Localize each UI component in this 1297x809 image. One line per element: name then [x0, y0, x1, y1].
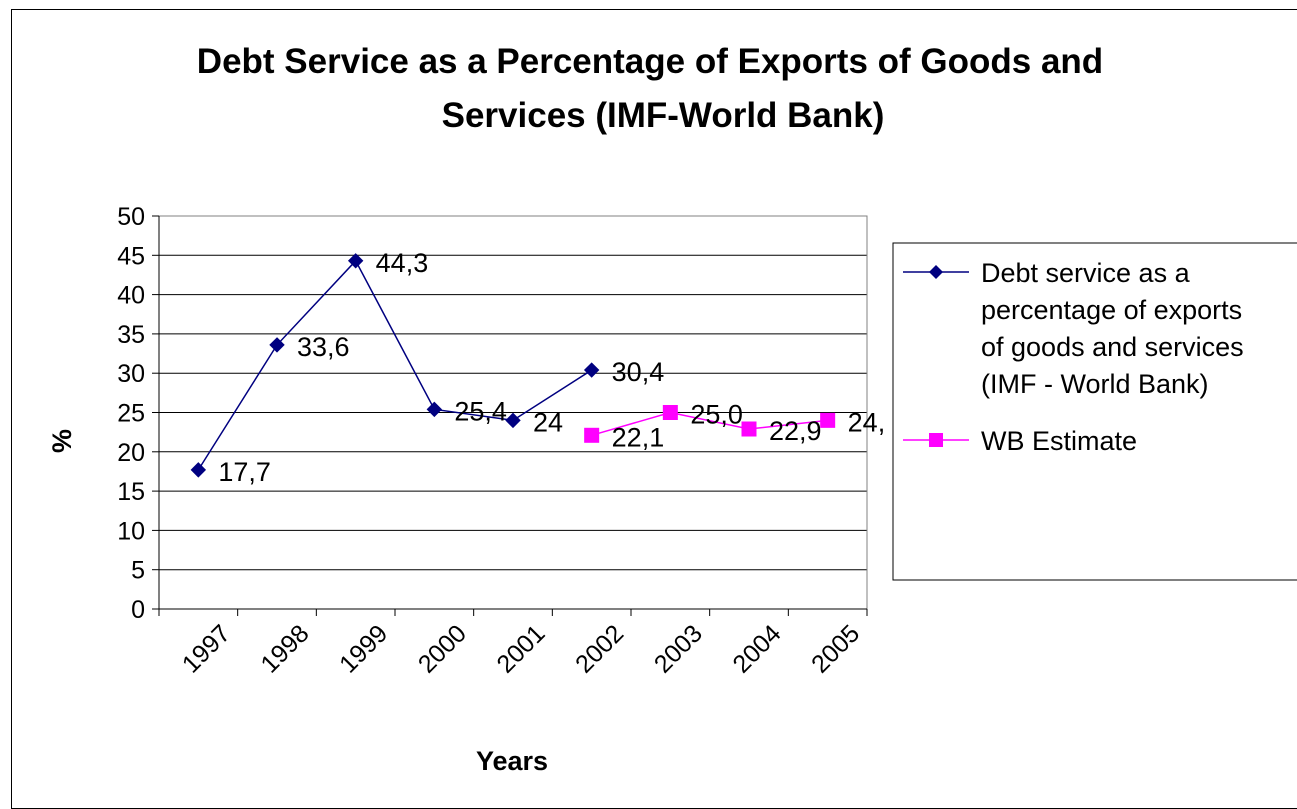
data-label: 22,9: [769, 416, 822, 446]
y-tick-labels: 0 5 10 15 20 25 30 35 40 45 50: [117, 203, 145, 624]
legend: Debt service as a percentage of exports of…: [892, 242, 1297, 581]
y-tick-label: 50: [117, 203, 145, 231]
legend-marker-diamond: [929, 265, 943, 279]
legend-entry-0-line: percentage of exports: [981, 295, 1242, 325]
y-tick-label: 20: [117, 439, 145, 467]
y-tick-label: 45: [117, 242, 145, 270]
data-label: 24,: [848, 407, 886, 437]
x-tick-label: 1999: [334, 619, 393, 678]
y-tick-label: 15: [117, 478, 145, 506]
y-tick-label: 40: [117, 282, 145, 310]
gridlines: [159, 215, 867, 571]
data-point-diamond: [583, 362, 600, 378]
data-point-diamond: [347, 253, 364, 269]
data-point-square: [820, 412, 836, 428]
x-tick-label: 2003: [649, 619, 708, 678]
legend-entry-0-line: Debt service as a: [981, 258, 1191, 288]
series-line-0: [197, 259, 593, 471]
data-point-diamond: [269, 337, 285, 353]
x-tick-label: 2002: [570, 619, 629, 678]
data-label: 33,6: [297, 332, 350, 362]
series-layer: [190, 253, 836, 478]
data-label: 24: [533, 407, 563, 437]
x-tick-label: 1997: [177, 619, 236, 678]
data-point-diamond: [426, 401, 443, 418]
data-point-diamond: [190, 462, 207, 478]
y-tick-label: 5: [131, 557, 145, 585]
data-label: 44,3: [376, 248, 429, 278]
legend-entry-0-line: of goods and services: [981, 332, 1244, 362]
legend-entry-0-line: (IMF - World Bank): [981, 369, 1209, 399]
y-tick-label: 30: [117, 360, 145, 388]
x-tick-label: 2001: [491, 619, 550, 678]
y-axis-title: %: [47, 429, 77, 453]
data-label: 25,0: [690, 400, 743, 430]
axes: [152, 215, 868, 616]
y-tick-label: 35: [117, 321, 145, 349]
y-tick-label: 0: [131, 596, 145, 624]
data-point-diamond: [505, 412, 521, 429]
chart-title-line-1: Debt Service as a Percentage of Exports …: [197, 42, 1103, 81]
data-labels: 17,7 33,6 44,3 25,4 24 30,4 22,1 25,0 22,9 24,: [218, 248, 885, 487]
x-tick-label: 2004: [727, 619, 786, 678]
legend-box: [892, 242, 1297, 581]
y-tick-label: 25: [117, 400, 145, 428]
x-tick-label: 1998: [255, 619, 314, 678]
data-label: 17,7: [218, 457, 271, 487]
x-tick-labels: 1997 1998 1999 2000 2001 2002 2003 2004 2005: [177, 619, 865, 678]
x-tick-label: 2005: [806, 619, 865, 678]
chart-title-line-2: Services (IMF-World Bank): [442, 96, 885, 135]
data-label: 22,1: [612, 422, 665, 452]
legend-marker-square: [929, 433, 943, 447]
data-point-square: [741, 421, 757, 437]
data-point-square: [584, 427, 600, 443]
series-line-1: [591, 411, 828, 437]
data-label: 30,4: [612, 357, 665, 387]
x-tick-label: 2000: [413, 619, 472, 678]
x-axis-title: Years: [476, 746, 548, 776]
y-tick-label: 10: [117, 517, 145, 545]
legend-entry-1-line: WB Estimate: [981, 426, 1137, 456]
data-label: 25,4: [454, 396, 507, 426]
data-point-square: [662, 405, 678, 420]
